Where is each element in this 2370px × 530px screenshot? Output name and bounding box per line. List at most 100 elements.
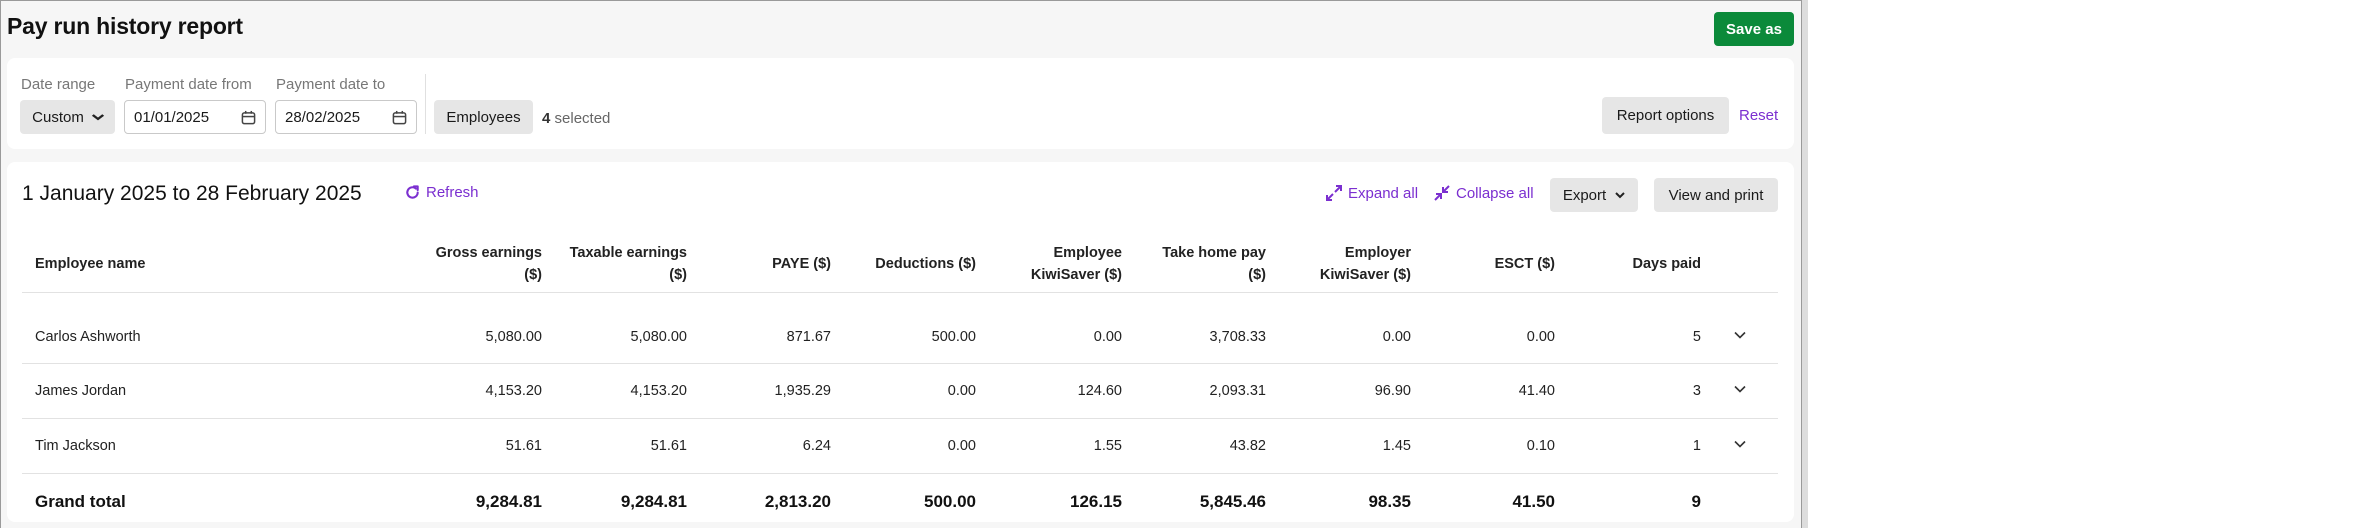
employee-kiwisaver: 0.00 <box>976 293 1122 364</box>
column-header-deductions[interactable]: Deductions ($) <box>831 242 976 293</box>
days-paid: 1 <box>1555 419 1701 474</box>
pay-run-history-table: Employee name Gross earnings($) Taxable … <box>22 242 1778 530</box>
table-row[interactable]: James Jordan 4,153.20 4,153.20 1,935.29 … <box>22 364 1778 419</box>
refresh-button[interactable]: Refresh <box>404 184 479 201</box>
total-paye: 2,813.20 <box>687 474 831 530</box>
deductions: 0.00 <box>831 364 976 419</box>
total-employer-kiwisaver: 98.35 <box>1266 474 1411 530</box>
days-paid: 5 <box>1555 293 1701 364</box>
column-header-gross-earnings[interactable]: Gross earnings($) <box>252 242 542 293</box>
payment-date-from-label: Payment date from <box>125 76 252 93</box>
total-days-paid: 9 <box>1555 474 1701 530</box>
chevron-down-icon <box>1615 191 1625 199</box>
days-paid: 3 <box>1555 364 1701 419</box>
view-and-print-button[interactable]: View and print <box>1654 178 1778 212</box>
column-header-days-paid[interactable]: Days paid <box>1555 242 1701 293</box>
payment-date-to-label: Payment date to <box>276 76 385 93</box>
date-range-select[interactable]: Custom <box>20 100 115 134</box>
column-header-taxable-earnings[interactable]: Taxable earnings($) <box>542 242 687 293</box>
expand-all-button[interactable]: Expand all <box>1325 184 1418 202</box>
employee-kiwisaver: 1.55 <box>976 419 1122 474</box>
report-options-button[interactable]: Report options <box>1602 97 1729 134</box>
table-row[interactable]: Carlos Ashworth 5,080.00 5,080.00 871.67… <box>22 293 1778 364</box>
column-header-esct[interactable]: ESCT ($) <box>1411 242 1555 293</box>
employee-kiwisaver: 124.60 <box>976 364 1122 419</box>
reset-link[interactable]: Reset <box>1739 107 1778 124</box>
total-taxable-earnings: 9,284.81 <box>542 474 687 530</box>
employer-kiwisaver: 96.90 <box>1266 364 1411 419</box>
chevron-down-icon <box>1733 382 1747 396</box>
employer-kiwisaver: 1.45 <box>1266 419 1411 474</box>
payment-date-from-value: 01/01/2025 <box>134 109 209 126</box>
total-gross-earnings: 9,284.81 <box>252 474 542 530</box>
report-date-range-title: 1 January 2025 to 28 February 2025 <box>22 182 362 206</box>
expand-row-button[interactable] <box>1701 364 1778 419</box>
take-home-pay: 2,093.31 <box>1122 364 1266 419</box>
export-dropdown[interactable]: Export <box>1550 178 1638 212</box>
selected-count-number: 4 <box>542 110 550 127</box>
take-home-pay: 43.82 <box>1122 419 1266 474</box>
page-title: Pay run history report <box>7 13 243 40</box>
column-header-take-home-pay[interactable]: Take home pay($) <box>1122 242 1266 293</box>
employees-button[interactable]: Employees <box>434 100 533 134</box>
column-header-employee-name[interactable]: Employee name <box>22 242 252 293</box>
report-page: Pay run history report Save as Date rang… <box>0 0 1801 528</box>
payment-date-to-value: 28/02/2025 <box>285 109 360 126</box>
collapse-all-label: Collapse all <box>1456 185 1534 202</box>
save-as-button[interactable]: Save as <box>1714 12 1794 46</box>
taxable-earnings: 51.61 <box>542 419 687 474</box>
gross-earnings: 51.61 <box>252 419 542 474</box>
selected-count-suffix: selected <box>555 110 611 127</box>
total-spacer <box>1701 474 1778 530</box>
collapse-icon <box>1433 184 1451 202</box>
employee-name: James Jordan <box>22 364 252 419</box>
employee-name: Carlos Ashworth <box>22 293 252 364</box>
column-header-paye[interactable]: PAYE ($) <box>687 242 831 293</box>
taxable-earnings: 5,080.00 <box>542 293 687 364</box>
total-esct: 41.50 <box>1411 474 1555 530</box>
date-range-value: Custom <box>32 109 84 126</box>
table-row[interactable]: Tim Jackson 51.61 51.61 6.24 0.00 1.55 4… <box>22 419 1778 474</box>
deductions: 0.00 <box>831 419 976 474</box>
report-table-panel: 1 January 2025 to 28 February 2025 Refre… <box>7 162 1794 522</box>
filter-divider <box>425 74 426 134</box>
paye: 1,935.29 <box>687 364 831 419</box>
expand-all-label: Expand all <box>1348 185 1418 202</box>
calendar-icon[interactable] <box>241 110 256 125</box>
employee-name: Tim Jackson <box>22 419 252 474</box>
expand-row-button[interactable] <box>1701 419 1778 474</box>
total-take-home-pay: 5,845.46 <box>1122 474 1266 530</box>
chevron-down-icon <box>91 113 104 121</box>
chevron-down-icon <box>1733 437 1747 451</box>
paye: 871.67 <box>687 293 831 364</box>
esct: 0.00 <box>1411 293 1555 364</box>
esct: 0.10 <box>1411 419 1555 474</box>
column-header-expand <box>1701 242 1778 293</box>
employees-selected-count: 4 selected <box>542 110 610 127</box>
refresh-label: Refresh <box>426 184 479 201</box>
filters-panel: Date range Custom Payment date from 01/0… <box>7 58 1794 149</box>
date-range-label: Date range <box>21 76 95 93</box>
gross-earnings: 5,080.00 <box>252 293 542 364</box>
expand-row-button[interactable] <box>1701 293 1778 364</box>
take-home-pay: 3,708.33 <box>1122 293 1266 364</box>
total-deductions: 500.00 <box>831 474 976 530</box>
total-employee-kiwisaver: 126.15 <box>976 474 1122 530</box>
gross-earnings: 4,153.20 <box>252 364 542 419</box>
grand-total-label: Grand total <box>22 474 252 530</box>
expand-icon <box>1325 184 1343 202</box>
paye: 6.24 <box>687 419 831 474</box>
refresh-icon <box>404 184 421 201</box>
collapse-all-button[interactable]: Collapse all <box>1433 184 1534 202</box>
scrollbar-track[interactable] <box>1802 0 1808 528</box>
table-header-row: Employee name Gross earnings($) Taxable … <box>22 242 1778 293</box>
employer-kiwisaver: 0.00 <box>1266 293 1411 364</box>
payment-date-to-input[interactable]: 28/02/2025 <box>275 100 417 134</box>
calendar-icon[interactable] <box>392 110 407 125</box>
grand-total-row: Grand total 9,284.81 9,284.81 2,813.20 5… <box>22 474 1778 530</box>
export-label: Export <box>1563 187 1606 204</box>
chevron-down-icon <box>1733 328 1747 342</box>
payment-date-from-input[interactable]: 01/01/2025 <box>124 100 266 134</box>
